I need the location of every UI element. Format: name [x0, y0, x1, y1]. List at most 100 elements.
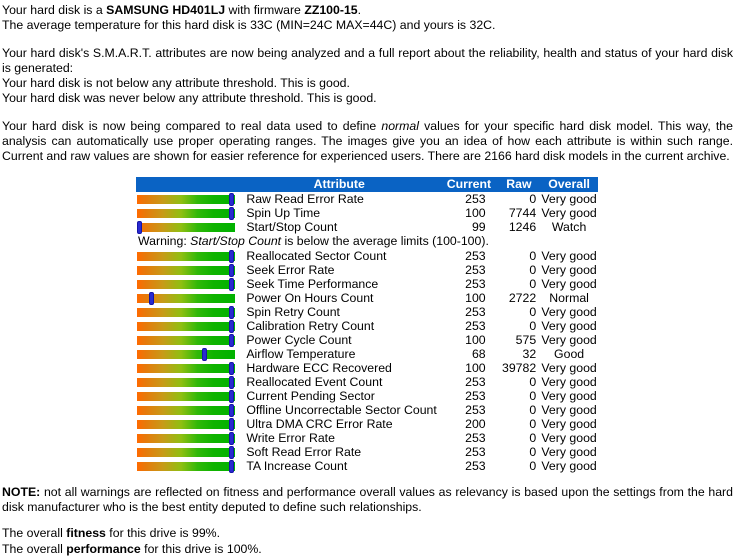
- attribute-overall-status: Very good: [541, 458, 597, 473]
- table-row: Write Error Rate 253 0 Very good: [136, 431, 598, 445]
- attribute-raw-value: 0: [529, 318, 537, 333]
- analysis-line-3: Your hard disk was never below any attri…: [2, 91, 377, 106]
- attribute-gauge-cell: [136, 361, 242, 375]
- attribute-name-cell: Calibration Retry Count: [246, 318, 375, 333]
- attribute-gauge-cell: [136, 319, 242, 333]
- attribute-raw-value: 0: [529, 388, 537, 403]
- fitness-line: The overall fitness for this drive is 99…: [2, 526, 733, 541]
- attribute-raw-value: 0: [529, 430, 537, 445]
- gauge-meter: [136, 220, 238, 234]
- analysis-line-2: Your hard disk is not below any attribut…: [2, 76, 350, 91]
- attribute-name-cell: Power Cycle Count: [246, 332, 352, 347]
- warning-attribute-name: Start/Stop Count: [190, 233, 282, 248]
- attribute-name-cell: Spin Up Time: [246, 205, 321, 220]
- gauge-meter: [136, 361, 238, 375]
- attribute-overall-status: Very good: [541, 205, 597, 220]
- attribute-gauge-cell: [136, 431, 242, 445]
- table-header-row: Attribute Current Raw Overall: [136, 176, 598, 192]
- attribute-overall-status: Very good: [541, 262, 597, 277]
- attribute-raw-value: 1246: [508, 219, 537, 234]
- attribute-name-cell: Start/Stop Count: [246, 219, 338, 234]
- attribute-current-value: 100: [465, 332, 486, 347]
- comparison-block: Your hard disk is now being compared to …: [0, 119, 739, 165]
- attribute-current-value: 253: [465, 191, 486, 206]
- gauge-meter: [136, 277, 238, 291]
- attribute-current-value: 68: [471, 346, 486, 361]
- table-head: Attribute Current Raw Overall: [136, 176, 598, 192]
- intro-line-model: Your hard disk is a SAMSUNG HD401LJ with…: [2, 3, 733, 18]
- gauge-meter: [136, 431, 238, 445]
- attribute-gauge-cell: [136, 277, 242, 291]
- comparison-emphasis: normal: [381, 118, 419, 133]
- fitness-value: for this drive is 99%.: [105, 526, 221, 541]
- gauge-gradient-bar: [136, 193, 236, 205]
- attribute-name-cell: Power On Hours Count: [246, 290, 374, 305]
- intro-block: Your hard disk is a SAMSUNG HD401LJ with…: [0, 0, 739, 34]
- attribute-current-value: 253: [465, 318, 486, 333]
- fitness-label: fitness: [66, 526, 106, 541]
- attribute-name-cell: Hardware ECC Recovered: [246, 360, 392, 375]
- gauge-meter: [136, 206, 238, 220]
- gauge-position-marker: [229, 361, 235, 375]
- comparison-suffix: values for your specific hard disk model…: [2, 118, 733, 164]
- attribute-overall-status: Very good: [541, 402, 597, 417]
- attribute-overall-status: Very good: [541, 430, 597, 445]
- gauge-position-marker: [229, 277, 235, 291]
- gauge-meter: [136, 417, 238, 431]
- intro-period: .: [357, 3, 362, 17]
- attribute-warning-cell: Warning: Start/Stop Count is below the a…: [136, 234, 598, 249]
- disk-firmware: ZZ100-15: [304, 3, 358, 17]
- gauge-gradient-bar: [136, 334, 236, 346]
- attribute-gauge-cell: [136, 403, 242, 417]
- attribute-current-value: 253: [465, 430, 486, 445]
- attribute-raw-value: 39782: [501, 360, 537, 375]
- attribute-raw-value: 0: [529, 248, 537, 263]
- gauge-position-marker: [229, 445, 235, 459]
- table-row: Airflow Temperature 68 32 Good: [136, 347, 598, 361]
- disk-model: SAMSUNG HD401LJ: [106, 3, 226, 17]
- attribute-current-value: 253: [465, 248, 486, 263]
- attribute-name-cell: Airflow Temperature: [246, 346, 356, 361]
- gauge-position-marker: [229, 375, 235, 389]
- attribute-overall-status: Very good: [541, 248, 597, 263]
- attribute-name-cell: Seek Time Performance: [246, 276, 379, 291]
- intro-prefix: Your hard disk is a: [2, 3, 107, 17]
- footer-note-block: NOTE: not all warnings are reflected on …: [0, 485, 739, 516]
- attribute-name-cell: Current Pending Sector: [246, 388, 375, 403]
- gauge-gradient-bar: [136, 432, 236, 444]
- attribute-overall-status: Very good: [541, 388, 597, 403]
- attribute-overall-status: Very good: [541, 416, 597, 431]
- table-body: Raw Read Error Rate 253 0 Very good Spin Up …: [136, 192, 598, 473]
- attribute-raw-value: 32: [522, 346, 537, 361]
- attribute-current-value: 253: [465, 262, 486, 277]
- attribute-raw-value: 0: [529, 374, 537, 389]
- gauge-gradient-bar: [136, 250, 236, 262]
- gauge-position-marker: [229, 431, 235, 445]
- gauge-position-marker: [148, 291, 154, 305]
- gauge-meter: [136, 459, 238, 473]
- column-header-gauge: [136, 176, 243, 192]
- gauge-position-marker: [229, 305, 235, 319]
- warning-suffix: is below the average limits (100-100).: [281, 233, 489, 248]
- gauge-position-marker: [229, 417, 235, 431]
- gauge-gradient-bar: [136, 390, 236, 402]
- gauge-position-marker: [229, 459, 235, 473]
- table-row: Ultra DMA CRC Error Rate 200 0 Very good: [136, 417, 598, 431]
- attribute-overall-status: Very good: [541, 304, 597, 319]
- table-row: Spin Retry Count 253 0 Very good: [136, 305, 598, 319]
- attribute-overall-status: Very good: [541, 318, 597, 333]
- attribute-current-value: 253: [465, 276, 486, 291]
- gauge-meter: [136, 263, 238, 277]
- spacer-4: [0, 473, 739, 485]
- gauge-gradient-bar: [136, 320, 236, 332]
- attribute-overall-status: Very good: [541, 444, 597, 459]
- comparison-prefix: Your hard disk is now being compared to …: [2, 118, 382, 133]
- spacer-3: [0, 165, 739, 177]
- attribute-raw-value: 0: [529, 262, 537, 277]
- attribute-current-value: 253: [465, 402, 486, 417]
- attribute-name-cell: Raw Read Error Rate: [246, 191, 364, 206]
- attribute-current-value: 100: [465, 290, 486, 305]
- intro-line-temperature: The average temperature for this hard di…: [2, 18, 496, 33]
- attribute-gauge-cell: [136, 459, 242, 473]
- table-row: Raw Read Error Rate 253 0 Very good: [136, 192, 598, 206]
